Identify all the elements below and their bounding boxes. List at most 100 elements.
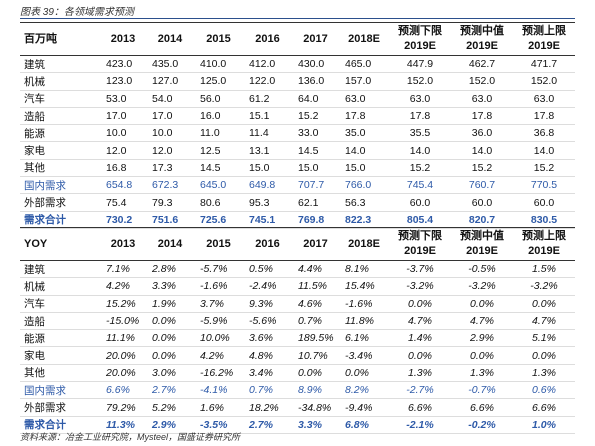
cell: 0.0% [513,346,575,365]
cell: 3.6% [243,329,292,348]
cell: 770.5 [513,176,575,195]
cell: 3.3% [146,277,194,296]
cell: 60.0 [513,193,575,212]
header-cell: 2016 [243,22,292,56]
cell: 95.3 [243,193,292,212]
cell: 4.6% [292,295,339,313]
row-label: 造船 [20,312,100,331]
cell: 5.2% [146,398,194,417]
data-row: 需求合计 11.3% 2.9% -3.5% 2.7% 3.3% 6.8% -2.1% -0.2%… [20,416,575,434]
row-label: 其他 [20,159,100,178]
header-line: 2019E [466,40,498,52]
cell: 16.8 [100,159,146,178]
cell: 56.0 [194,90,243,108]
header-cell: YOY [20,227,100,261]
data-row: 外部需求 79.2% 5.2% 1.6% 18.2% -34.8% -9.4% 6.6% 6.6… [20,398,575,417]
cell: 2.8% [146,260,194,279]
cell: 11.1% [100,329,146,348]
cell: 11.0 [194,124,243,143]
header-cell: 2014 [146,22,194,56]
cell: 35.5 [389,124,451,143]
data-row: 能源 11.1% 0.0% 10.0% 3.6% 189.5% 6.1% 1.4% 2.9% 5.… [20,329,575,348]
cell: 11.8% [339,312,389,331]
cell: 63.0 [451,90,513,108]
cell: 14.0 [451,141,513,160]
cell: 4.2% [100,277,146,296]
cell: 1.0% [513,416,575,434]
cell: -5.7% [194,260,243,279]
header-line: 预测上限 [522,25,566,37]
data-row: 建筑 423.0 435.0 410.0 412.0 430.0 465.0 447.9 462… [20,55,575,74]
cell: 9.3% [243,295,292,313]
cell: 4.4% [292,260,339,279]
cell: -0.7% [451,381,513,400]
row-label: 国内需求 [20,176,100,195]
cell: 8.1% [339,260,389,279]
header-cell: 2017 [292,227,339,261]
cell: 12.0 [100,141,146,160]
cell: -3.4% [339,346,389,365]
data-row: 造船 -15.0% 0.0% -5.9% -5.6% 0.7% 11.8% 4.7% 4.7% 4… [20,312,575,331]
cell: 15.0 [339,159,389,178]
cell: 15.2% [100,295,146,313]
cell: 766.0 [339,176,389,195]
cell: 10.0 [146,124,194,143]
data-row: 其他 20.0% 3.0% -16.2% 3.4% 0.0% 0.0% 1.3% 1.3% 1.3… [20,364,575,383]
cell: 17.3 [146,159,194,178]
cell: 13.1 [243,141,292,160]
row-label: 需求合计 [20,416,100,434]
cell: 125.0 [194,72,243,91]
cell: 649.8 [243,176,292,195]
cell: 75.4 [100,193,146,212]
cell: 2.7% [243,416,292,434]
row-label: 外部需求 [20,193,100,212]
data-row: 家电 12.0 12.0 12.5 13.1 14.5 14.0 14.0 14.0 14.0 [20,141,575,160]
cell: 0.0% [292,364,339,383]
cell: 7.1% [100,260,146,279]
cell: 745.4 [389,176,451,195]
data-row: 其他 16.8 17.3 14.5 15.0 15.0 15.0 15.2 15.2 15.2 [20,159,575,178]
cell: 0.6% [513,381,575,400]
data-row: 国内需求 654.8 672.3 645.0 649.8 707.7 766.0 745.4 7… [20,176,575,195]
header-line: 2019E [528,245,560,257]
cell: 3.0% [146,364,194,383]
cell: 63.0 [513,90,575,108]
cell: -34.8% [292,398,339,417]
cell: -1.6% [339,295,389,313]
header-line: 2019E [404,40,436,52]
cell: 6.6% [100,381,146,400]
cell: 64.0 [292,90,339,108]
cell: 157.0 [339,72,389,91]
cell: 725.6 [194,211,243,229]
cell: -3.7% [389,260,451,279]
cell: 471.7 [513,55,575,74]
header-cell: 预测下限 2019E [389,22,451,56]
cell: 36.0 [451,124,513,143]
cell: 5.1% [513,329,575,348]
cell: 17.8 [513,107,575,126]
cell: 6.1% [339,329,389,348]
header-cell: 2013 [100,227,146,261]
cell: 0.0% [146,346,194,365]
cell: 56.3 [339,193,389,212]
data-row: 家电 20.0% 0.0% 4.2% 4.8% 10.7% -3.4% 0.0% 0.0% 0.0… [20,346,575,365]
cell: 0.0% [146,329,194,348]
cell: -5.6% [243,312,292,331]
cell: 17.8 [339,107,389,126]
cell: 123.0 [100,72,146,91]
cell: 1.6% [194,398,243,417]
cell: 189.5% [292,329,339,348]
cell: 4.2% [194,346,243,365]
header-line: 2019E [466,245,498,257]
data-row: 需求合计 730.2 751.6 725.6 745.1 769.8 822.3 805.4 8… [20,211,575,229]
row-label: 能源 [20,329,100,348]
cell: 11.5% [292,277,339,296]
cell: 465.0 [339,55,389,74]
cell: 447.9 [389,55,451,74]
header-line: 预测下限 [398,25,442,37]
header-cell: 2014 [146,227,194,261]
cell: 14.5 [292,141,339,160]
cell: 14.0 [339,141,389,160]
cell: 0.0% [146,312,194,331]
cell: 15.2 [451,159,513,178]
